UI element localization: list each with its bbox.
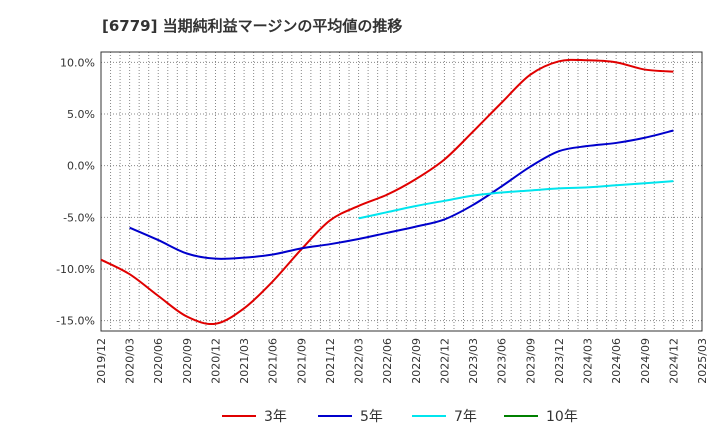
x-tick-label: 2022/09: [410, 338, 423, 384]
legend-swatch: [504, 415, 538, 417]
plot-frame: [100, 51, 703, 332]
grid-lines: [100, 52, 703, 331]
legend-label: 7年: [454, 409, 477, 425]
x-tick-label: 2022/06: [381, 338, 394, 384]
y-tick-label: -15.0%: [56, 315, 95, 328]
legend: 3年 5年 7年 10年: [0, 405, 720, 427]
y-tick-label: -10.0%: [56, 263, 95, 276]
x-tick-label: 2021/03: [238, 338, 251, 384]
legend-swatch: [222, 415, 256, 417]
x-tick-label: 2020/06: [152, 338, 165, 384]
legend-item: 7年: [412, 405, 477, 427]
x-tick-label: 2019/12: [95, 338, 108, 384]
x-tick-label: 2020/12: [209, 338, 222, 384]
legend-swatch: [318, 415, 352, 417]
y-axis-ticks: 10.0% 5.0% 0.0% -5.0% -10.0% -15.0%: [56, 56, 95, 327]
legend-item: 10年: [504, 405, 578, 427]
x-tick-label: 2022/03: [353, 338, 366, 384]
y-tick-label: 0.0%: [67, 160, 95, 173]
x-tick-label: 2023/06: [496, 338, 509, 384]
legend-item: 3年: [222, 405, 287, 427]
x-tick-label: 2023/03: [467, 338, 480, 384]
x-tick-label: 2022/12: [438, 338, 451, 384]
legend-label: 3年: [264, 409, 287, 425]
legend-item: 5年: [318, 405, 383, 427]
legend-label: 5年: [360, 409, 383, 425]
x-tick-label: 2024/12: [667, 338, 680, 384]
series-line: [100, 58, 674, 326]
x-tick-label: 2021/12: [324, 338, 337, 384]
x-tick-label: 2020/03: [124, 338, 137, 384]
line-chart: 10.0%5.0%0.0%-5.0%-10.0%-15.0% 2019/12 20…: [56, 51, 709, 384]
x-tick-label: 2021/09: [295, 338, 308, 384]
x-tick-label: 2024/09: [639, 338, 652, 384]
series-line: [358, 180, 674, 220]
x-tick-label: 2023/12: [553, 338, 566, 384]
x-axis-ticks: 2019/12 2020/03 2020/06 2020/09 2020/12 2021/…: [95, 338, 709, 384]
plot-border: [100, 51, 703, 332]
y-tick-label: 10.0%: [60, 56, 95, 69]
series-line: [129, 129, 674, 260]
legend-label: 10年: [546, 409, 578, 425]
legend-swatch: [412, 415, 446, 417]
x-tick-label: 2024/06: [610, 338, 623, 384]
chart-title: [6779] 当期純利益マージンの平均値の推移: [102, 17, 403, 35]
x-tick-label: 2025/03: [696, 338, 709, 384]
y-tick-label: 5.0%: [67, 108, 95, 121]
y-tick-label: -5.0%: [63, 211, 95, 224]
x-tick-label: 2023/09: [524, 338, 537, 384]
x-tick-label: 2021/06: [267, 338, 280, 384]
x-tick-label: 2024/03: [582, 338, 595, 384]
x-tick-label: 2020/09: [181, 338, 194, 384]
series-lines: [100, 58, 674, 326]
